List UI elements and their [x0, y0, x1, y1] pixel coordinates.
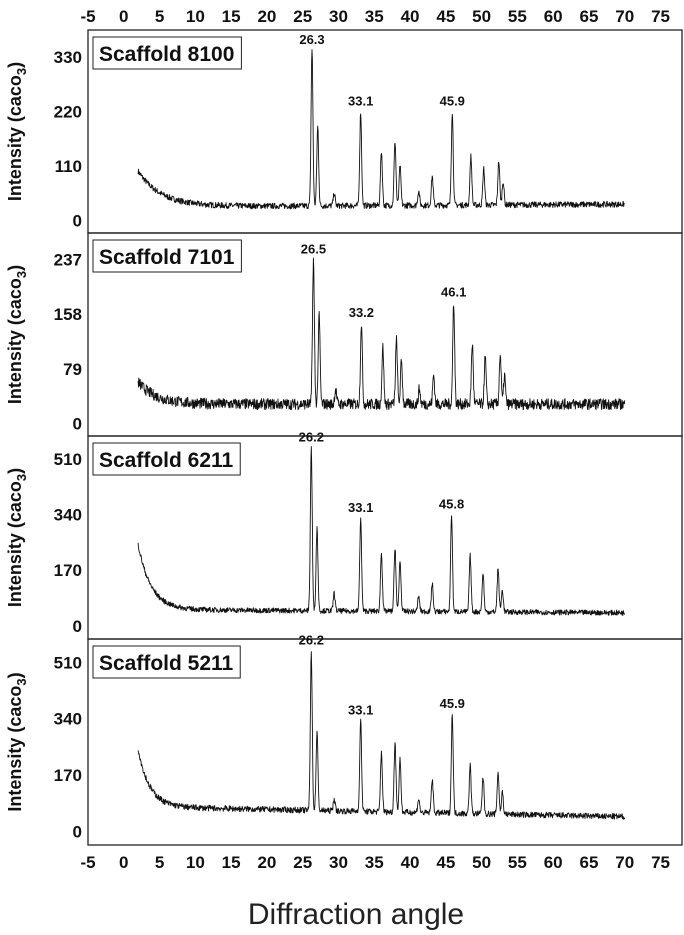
x-axis-label: Diffraction angle: [248, 898, 464, 931]
panel-title-box: [92, 442, 241, 476]
y-tick-label: 237: [54, 250, 82, 269]
x-tick-label: 10: [186, 7, 205, 26]
x-tick-label: 0: [119, 853, 128, 872]
diffraction-series: [137, 446, 626, 616]
y-axis-label: Intensity (caco3): [5, 62, 29, 201]
x-tick-label: 45: [436, 7, 455, 26]
y-tick-label: 340: [54, 710, 82, 729]
x-tick-label: 65: [580, 7, 599, 26]
x-tick-label: 50: [472, 853, 491, 872]
panel-title-box: [92, 239, 242, 273]
x-tick-label: 20: [257, 7, 276, 26]
x-tick-label: 70: [615, 7, 634, 26]
x-tick-label: 75: [651, 7, 670, 26]
y-axis-label: Intensity (caco3): [5, 672, 29, 811]
diffraction-series: [137, 651, 626, 820]
y-tick-label: 340: [54, 506, 82, 525]
peak-label: 33.1: [348, 702, 373, 717]
x-tick-label: 75: [651, 853, 670, 872]
panel-4: 0 170 340 510 Intensity (caco3) Scaffold 5211…: [5, 633, 683, 846]
x-tick-label: 25: [293, 853, 312, 872]
peak-label: 46.1: [441, 284, 466, 299]
panel-3: 0 170 340 510 Intensity (caco3) Scaffold 6211…: [5, 429, 683, 640]
x-tick-label: 25: [293, 7, 312, 26]
x-tick-label: 20: [257, 853, 276, 872]
x-tick-label: 40: [401, 853, 420, 872]
panel-title: Scaffold 8100: [99, 43, 234, 66]
x-axis: -5-5005510101515202025253030353540404545…: [80, 7, 670, 931]
y-tick-label: 510: [54, 450, 82, 469]
y-axis-label: Intensity (caco3): [5, 265, 29, 404]
peak-label: 33.1: [348, 94, 373, 109]
x-tick-label: 35: [365, 7, 384, 26]
y-tick-label: 170: [54, 561, 82, 580]
x-tick-label: -5: [80, 7, 95, 26]
x-tick-label: 10: [186, 853, 205, 872]
y-tick-label: 0: [73, 617, 82, 636]
x-tick-label: 5: [155, 853, 164, 872]
x-tick-label: 0: [119, 7, 128, 26]
panel-title: Scaffold 6211: [99, 449, 234, 472]
x-tick-label: 50: [472, 7, 491, 26]
panel-1: 0 110 220 330 Intensity (caco3) Scaffold 8100…: [5, 29, 683, 234]
peak-label: 26.3: [299, 32, 324, 47]
peak-label: 45.9: [440, 696, 465, 711]
x-tick-label: 65: [580, 853, 599, 872]
y-tick-label: 0: [73, 212, 82, 231]
panel-2: 0 79 158 237 Intensity (caco3) Scaffold 7101 2…: [5, 232, 683, 437]
y-tick-label: 330: [54, 48, 82, 67]
x-tick-label: 15: [222, 853, 241, 872]
x-tick-label: 60: [544, 853, 563, 872]
x-tick-label: 40: [401, 7, 420, 26]
x-tick-label: 30: [329, 7, 348, 26]
y-tick-label: 158: [54, 305, 82, 324]
y-tick-label: 0: [73, 823, 82, 842]
panel-frame: [87, 638, 683, 846]
y-tick-label: 220: [54, 103, 82, 122]
y-tick-label: 79: [63, 360, 82, 379]
peak-label: 26.2: [299, 429, 324, 444]
x-tick-label: -5: [80, 853, 95, 872]
x-tick-label: 45: [436, 853, 455, 872]
peak-label: 26.2: [299, 633, 324, 648]
x-tick-label: 35: [365, 853, 384, 872]
y-tick-label: 110: [55, 157, 82, 176]
x-tick-label: 15: [222, 7, 241, 26]
peak-label: 45.9: [440, 94, 465, 109]
y-tick-label: 0: [73, 415, 82, 434]
panel-title: Scaffold 7101: [99, 246, 235, 269]
x-tick-label: 5: [155, 7, 164, 26]
peak-label: 26.5: [301, 241, 326, 256]
y-axis-label: Intensity (caco3): [5, 468, 29, 607]
x-tick-label: 55: [508, 7, 527, 26]
panel-title: Scaffold 5211: [99, 652, 234, 675]
diffraction-series: [137, 49, 626, 210]
panel-title-box: [92, 645, 241, 679]
panel-title-box: [92, 36, 242, 70]
x-tick-label: 30: [329, 853, 348, 872]
y-tick-label: 170: [54, 766, 82, 785]
x-tick-label: 70: [615, 853, 634, 872]
peak-label: 33.2: [349, 305, 374, 320]
diffraction-series: [137, 257, 626, 411]
y-tick-label: 510: [54, 653, 82, 672]
x-tick-label: 60: [544, 7, 563, 26]
peak-label: 45.8: [439, 497, 464, 512]
peak-label: 33.1: [348, 500, 373, 515]
x-tick-label: 55: [508, 853, 527, 872]
